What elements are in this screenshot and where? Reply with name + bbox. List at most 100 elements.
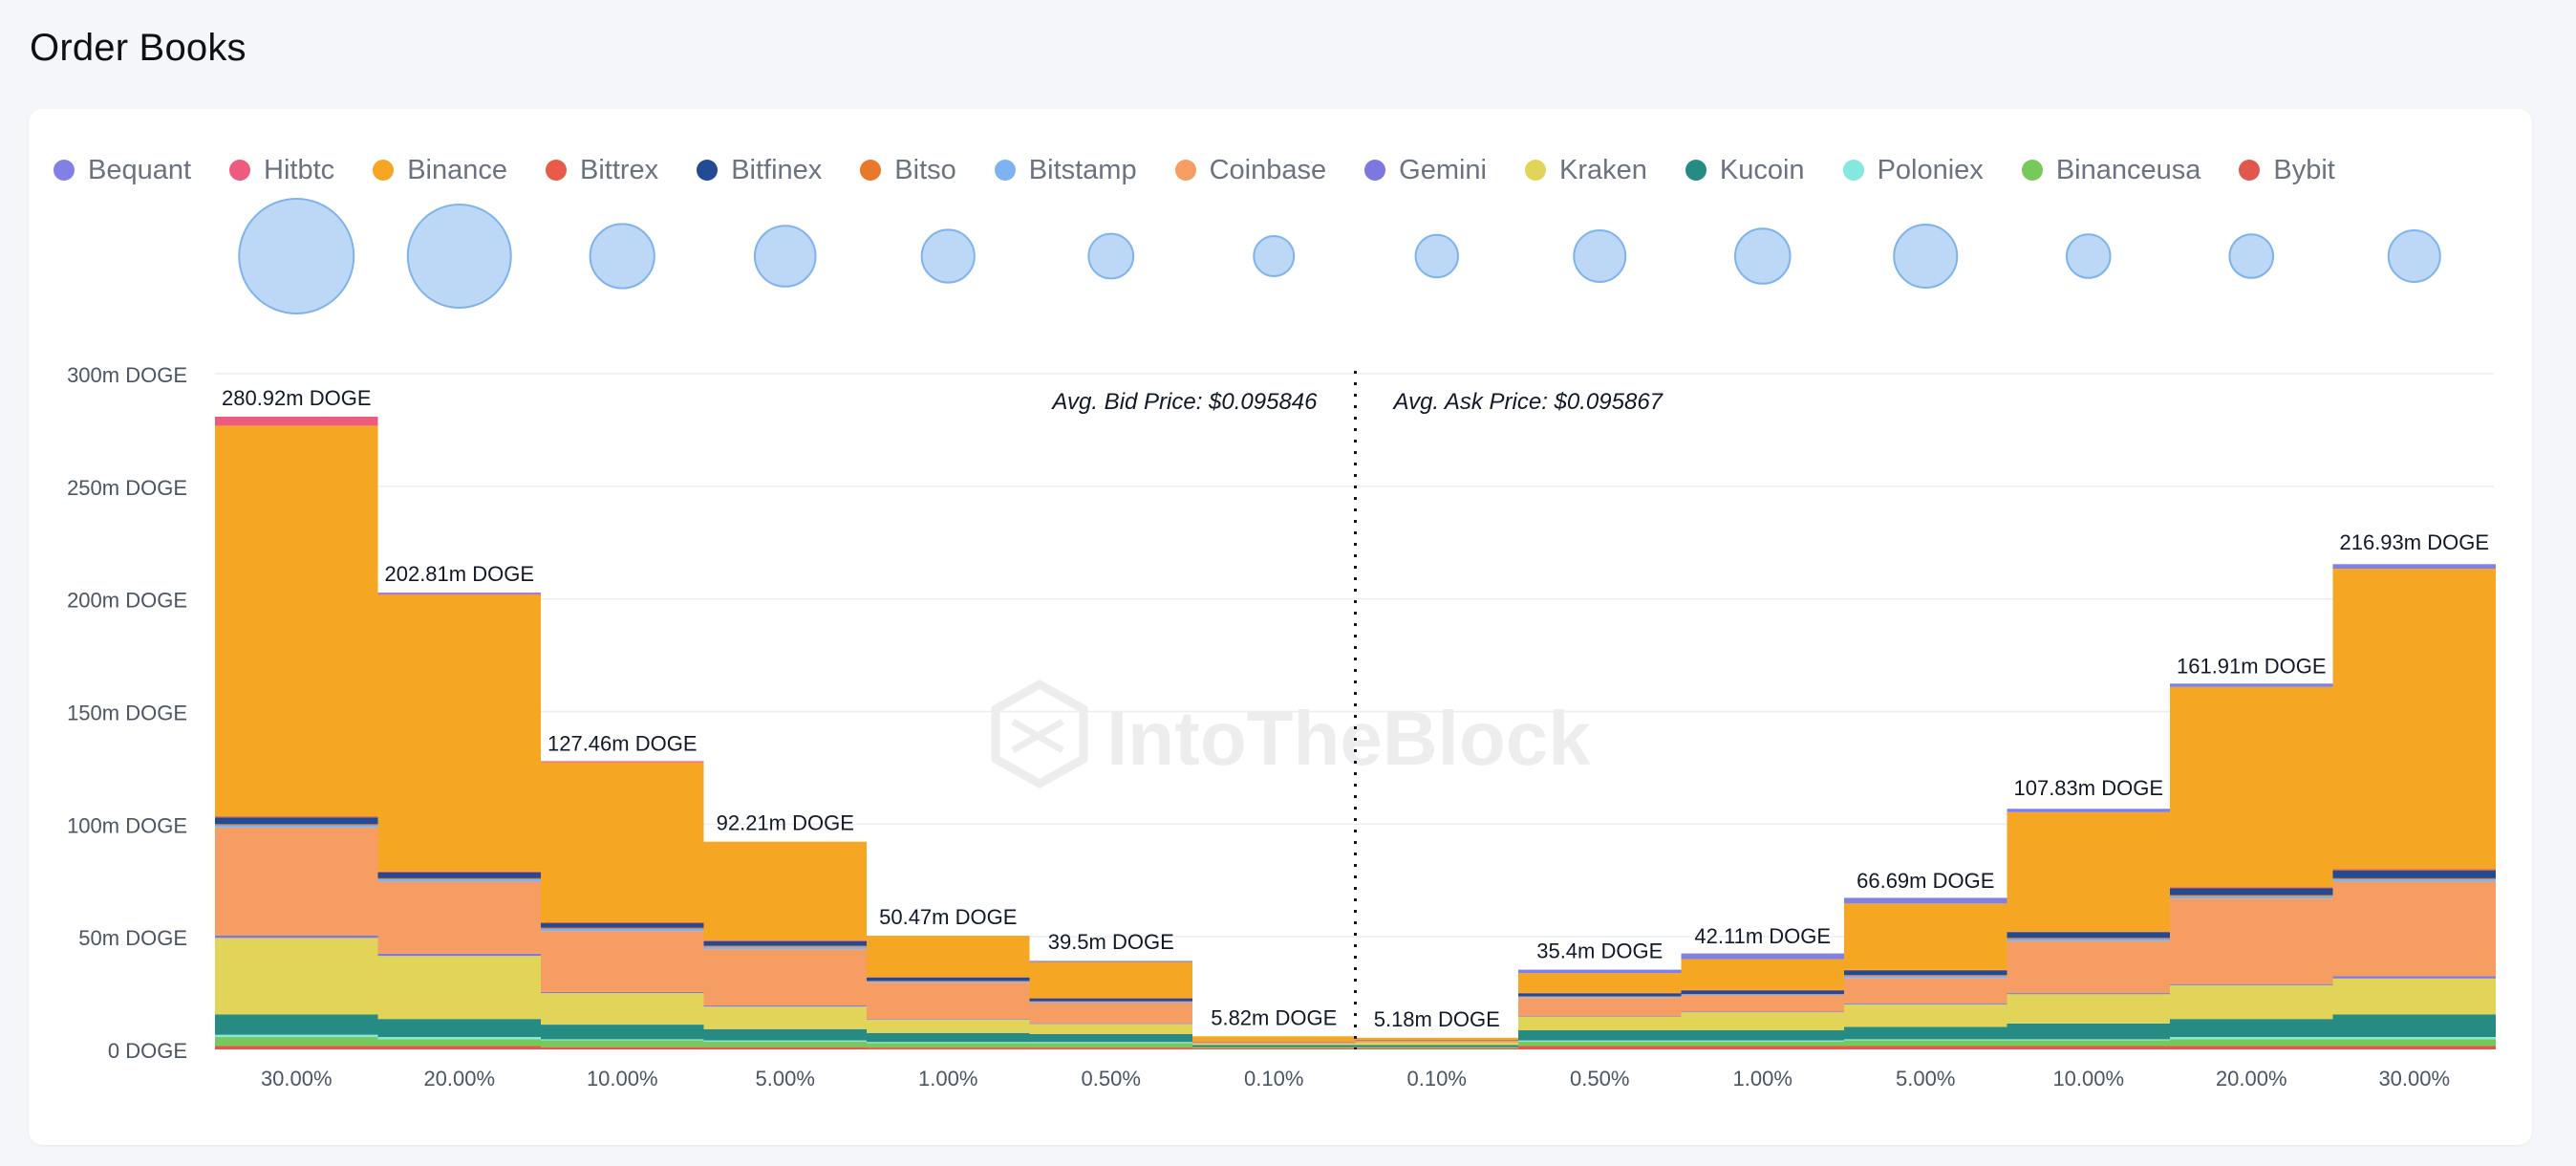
bar-segment-kraken [1355, 1042, 1518, 1046]
bar-segment-binanceusa [1518, 1041, 1682, 1047]
legend-label: Bittrex [580, 154, 659, 185]
bar-segment-bittrex [541, 921, 704, 924]
bar-segment-bitstamp [1029, 1002, 1192, 1004]
bar-total-label: 42.11m DOGE [1694, 924, 1831, 948]
y-tick-label: 0 DOGE [108, 1039, 187, 1063]
bar-segment-kucoin [2170, 1019, 2333, 1038]
bar-segment-gemini [1518, 1016, 1682, 1017]
bar-segment-bitso [215, 824, 378, 826]
y-tick-label: 300m DOGE [67, 363, 187, 387]
bar-segment-gemini [703, 1005, 867, 1007]
legend-dot-icon [2021, 160, 2043, 181]
depth-bubble [1573, 229, 1627, 283]
legend-item-hitbtc[interactable]: Hitbtc [229, 155, 334, 186]
bar-segment-coinbase [1192, 1042, 1356, 1045]
x-tick-label: 0.50% [1570, 1067, 1629, 1090]
bar-segment-bitso [2332, 877, 2496, 880]
legend-item-binance[interactable]: Binance [373, 155, 507, 186]
bar-segment-kraken [2332, 978, 2496, 1015]
bar-segment-bitso [1844, 975, 2007, 977]
bar-segment-gemini [1029, 1023, 1192, 1025]
depth-bubble [2387, 229, 2441, 283]
legend-item-gemini[interactable]: Gemini [1364, 155, 1487, 186]
legend-item-bitso[interactable]: Bitso [860, 154, 956, 186]
bar-segment-bybit [1029, 1047, 1192, 1049]
legend-item-poloniex[interactable]: Poloniex [1842, 154, 1984, 186]
legend-label: Hitbtc [264, 154, 335, 185]
bar-segment-kraken [541, 993, 704, 1026]
bar-segment-binanceusa [1844, 1040, 2007, 1047]
bar-segment-kucoin [1844, 1026, 2007, 1040]
watermark-text: IntoTheBlock [1106, 696, 1591, 781]
legend-item-bybit[interactable]: Bybit [2239, 155, 2335, 186]
bar-total-label: 35.4m DOGE [1536, 939, 1663, 963]
bar-segment-bittrex [2170, 887, 2333, 889]
bar-segment-binance [1029, 961, 1192, 999]
bar-segment-bitso [377, 877, 541, 880]
bar-segment-kraken [1192, 1044, 1356, 1046]
bar-segment-bybit [2170, 1046, 2333, 1049]
bar-segment-binanceusa [703, 1041, 867, 1047]
bar-segment-bitstamp [1681, 994, 1844, 996]
legend-item-bittrex[interactable]: Bittrex [546, 155, 658, 186]
bar-total-label: 202.81m DOGE [384, 562, 534, 586]
bar-segment-bequant [1844, 897, 2007, 904]
watermark-logo-mark [1011, 718, 1064, 754]
bar-segment-poloniex [1844, 1039, 2007, 1041]
depth-bubble [2228, 233, 2275, 279]
bar-segment-binanceusa [1192, 1047, 1356, 1048]
legend-label: Bitso [894, 154, 956, 185]
legend-label: Bitstamp [1028, 154, 1137, 185]
legend-label: Kraken [1559, 154, 1647, 185]
legend-label: Poloniex [1877, 154, 1984, 185]
bar-segment-binance [2007, 811, 2170, 932]
bar-total-label: 39.5m DOGE [1048, 930, 1174, 954]
bar-segment-hitbtc [541, 761, 704, 763]
bar-total-label: 92.21m DOGE [717, 811, 854, 835]
bar-segment-kucoin [1355, 1045, 1518, 1047]
bar-segment-bybit [1844, 1046, 2007, 1049]
bar-segment-coinbase [2332, 881, 2496, 977]
bar-segment-binanceusa [215, 1037, 378, 1047]
legend-label: Gemini [1399, 154, 1487, 185]
depth-bubble [753, 225, 817, 288]
bar-segment-kraken [2170, 984, 2333, 1020]
bar-segment-bittrex [377, 871, 541, 873]
bar-segment-bitso [1518, 996, 1682, 998]
legend-item-bequant[interactable]: Bequant [54, 155, 191, 186]
bar-segment-poloniex [1681, 1040, 1844, 1042]
bar-total-label: 5.82m DOGE [1211, 1005, 1337, 1029]
bar-segment-binance [703, 841, 867, 940]
legend-item-bitstamp[interactable]: Bitstamp [994, 154, 1137, 186]
bar-segment-bitfinex [2332, 870, 2496, 878]
x-tick-label: 20.00% [423, 1067, 495, 1090]
legend-dot-icon [229, 160, 251, 181]
bar-segment-bittrex [215, 816, 378, 818]
legend-dot-icon [373, 160, 395, 181]
bar-segment-kucoin [1192, 1045, 1356, 1047]
bar-segment-poloniex [703, 1040, 867, 1042]
bar-segment-gemini [215, 935, 378, 939]
y-tick-label: 250m DOGE [67, 476, 187, 500]
y-tick-label: 50m DOGE [78, 926, 187, 950]
legend-item-kraken[interactable]: Kraken [1525, 155, 1647, 186]
legend-label: Binanceusa [2055, 154, 2201, 185]
bar-segment-poloniex [215, 1034, 378, 1038]
bar-segment-coinbase [703, 949, 867, 1006]
legend-item-bitfinex[interactable]: Bitfinex [697, 155, 822, 186]
legend-item-binanceusa[interactable]: Binanceusa [2021, 154, 2201, 186]
bar-segment-bitstamp [215, 825, 378, 828]
legend-item-kucoin[interactable]: Kucoin [1685, 155, 1805, 186]
bar-segment-bitfinex [1844, 970, 2007, 976]
legend-label: Coinbase [1209, 154, 1327, 185]
bar-segment-kraken [867, 1019, 1030, 1033]
bar-segment-bittrex [867, 977, 1030, 978]
bar-segment-bittrex [1029, 998, 1192, 999]
avg-ask-price-label: Avg. Ask Price: $0.095867 [1392, 389, 1664, 415]
legend-dot-icon [1174, 160, 1196, 181]
bar-segment-binance [2332, 569, 2496, 870]
bar-segment-coinbase [2007, 940, 2170, 994]
bar-segment-coinbase [541, 931, 704, 992]
legend-item-coinbase[interactable]: Coinbase [1174, 154, 1327, 186]
bar-segment-bitfinex [703, 940, 867, 946]
